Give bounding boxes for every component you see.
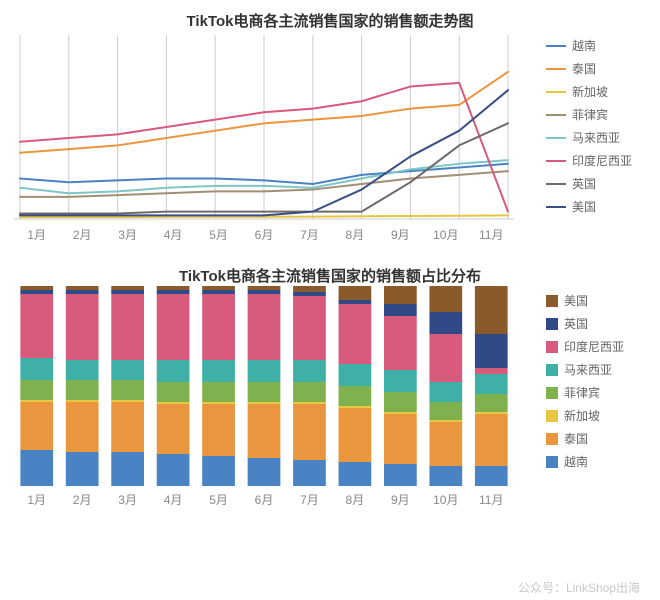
bar-chart-x-tick: 10月 <box>423 491 468 508</box>
bar-chart-x-tick: 3月 <box>105 491 150 508</box>
legend-label: 菲律宾 <box>572 106 608 123</box>
legend-swatch-line <box>546 114 566 116</box>
line-chart-legend: 越南泰国新加坡菲律宾马来西亚印度尼西亚英国美国 <box>546 31 646 215</box>
legend-item: 越南 <box>546 37 646 54</box>
line-chart: TikTok电商各主流销售国家的销售额走势图 1月2月3月4月5月6月7月8月9… <box>14 10 646 243</box>
bar-chart-x-tick: 4月 <box>150 491 195 508</box>
legend-label: 新加坡 <box>564 407 600 424</box>
legend-label: 印度尼西亚 <box>564 338 624 355</box>
legend-swatch-line <box>546 160 566 162</box>
bar-chart-x-tick: 6月 <box>241 491 286 508</box>
bar-chart-x-tick: 5月 <box>196 491 241 508</box>
line-chart-x-tick: 9月 <box>378 226 423 243</box>
legend-item: 英国 <box>546 315 646 332</box>
legend-label: 泰国 <box>564 430 588 447</box>
line-chart-x-tick: 4月 <box>150 226 195 243</box>
line-chart-x-tick: 3月 <box>105 226 150 243</box>
bar-chart-plot: 1月2月3月4月5月6月7月8月9月10月11月 <box>14 286 546 508</box>
bar-chart-row: 1月2月3月4月5月6月7月8月9月10月11月 美国英国印度尼西亚马来西亚菲律… <box>14 286 646 508</box>
watermark-text: 公众号：LinkShop出海 <box>518 579 640 596</box>
legend-label: 美国 <box>572 198 596 215</box>
legend-item: 马来西亚 <box>546 129 646 146</box>
line-chart-x-tick: 11月 <box>469 226 514 243</box>
bar-chart-x-tick: 8月 <box>332 491 377 508</box>
legend-swatch-square <box>546 433 558 445</box>
legend-label: 印度尼西亚 <box>572 152 632 169</box>
legend-item: 印度尼西亚 <box>546 152 646 169</box>
bar-chart-legend: 美国英国印度尼西亚马来西亚菲律宾新加坡泰国越南 <box>546 286 646 470</box>
line-chart-x-tick: 1月 <box>14 226 59 243</box>
legend-label: 新加坡 <box>572 83 608 100</box>
legend-item: 美国 <box>546 198 646 215</box>
line-chart-x-tick: 8月 <box>332 226 377 243</box>
legend-item: 英国 <box>546 175 646 192</box>
line-chart-title: TikTok电商各主流销售国家的销售额走势图 <box>14 10 646 31</box>
bar-chart-x-tick: 2月 <box>59 491 104 508</box>
legend-item: 菲律宾 <box>546 106 646 123</box>
legend-swatch-square <box>546 318 558 330</box>
line-chart-svg <box>14 31 514 221</box>
bar-chart: TikTok电商各主流销售国家的销售额占比分布 1月2月3月4月5月6月7月8月… <box>14 265 646 508</box>
legend-swatch-square <box>546 387 558 399</box>
legend-label: 越南 <box>564 453 588 470</box>
legend-swatch-line <box>546 45 566 47</box>
legend-swatch-line <box>546 183 566 185</box>
legend-swatch-square <box>546 364 558 376</box>
legend-label: 越南 <box>572 37 596 54</box>
legend-swatch-line <box>546 91 566 93</box>
legend-item: 新加坡 <box>546 83 646 100</box>
legend-swatch-square <box>546 341 558 353</box>
legend-label: 马来西亚 <box>564 361 612 378</box>
line-chart-x-tick: 6月 <box>241 226 286 243</box>
legend-label: 美国 <box>564 292 588 309</box>
legend-item: 美国 <box>546 292 646 309</box>
legend-item: 菲律宾 <box>546 384 646 401</box>
line-chart-x-tick: 2月 <box>59 226 104 243</box>
line-chart-x-tick: 7月 <box>287 226 332 243</box>
legend-label: 泰国 <box>572 60 596 77</box>
legend-swatch-line <box>546 68 566 70</box>
legend-label: 英国 <box>572 175 596 192</box>
bar-chart-x-axis: 1月2月3月4月5月6月7月8月9月10月11月 <box>14 491 514 508</box>
line-chart-plot: 1月2月3月4月5月6月7月8月9月10月11月 <box>14 31 546 243</box>
legend-item: 新加坡 <box>546 407 646 424</box>
legend-item: 越南 <box>546 453 646 470</box>
legend-item: 印度尼西亚 <box>546 338 646 355</box>
legend-item: 马来西亚 <box>546 361 646 378</box>
bar-chart-svg <box>14 286 514 486</box>
bar-chart-x-tick: 9月 <box>378 491 423 508</box>
line-chart-x-tick: 10月 <box>423 226 468 243</box>
line-chart-x-tick: 5月 <box>196 226 241 243</box>
legend-swatch-square <box>546 456 558 468</box>
bar-chart-x-tick: 7月 <box>287 491 332 508</box>
page: TikTok电商各主流销售国家的销售额走势图 1月2月3月4月5月6月7月8月9… <box>0 0 660 600</box>
line-chart-row: 1月2月3月4月5月6月7月8月9月10月11月 越南泰国新加坡菲律宾马来西亚印… <box>14 31 646 243</box>
bar-chart-x-tick: 1月 <box>14 491 59 508</box>
legend-item: 泰国 <box>546 430 646 447</box>
legend-swatch-line <box>546 137 566 139</box>
legend-item: 泰国 <box>546 60 646 77</box>
bar-chart-x-tick: 11月 <box>469 491 514 508</box>
legend-label: 马来西亚 <box>572 129 620 146</box>
line-chart-x-axis: 1月2月3月4月5月6月7月8月9月10月11月 <box>14 226 514 243</box>
legend-swatch-square <box>546 410 558 422</box>
legend-swatch-line <box>546 206 566 208</box>
legend-label: 菲律宾 <box>564 384 600 401</box>
legend-swatch-square <box>546 295 558 307</box>
bar-chart-title: TikTok电商各主流销售国家的销售额占比分布 <box>14 265 646 286</box>
legend-label: 英国 <box>564 315 588 332</box>
